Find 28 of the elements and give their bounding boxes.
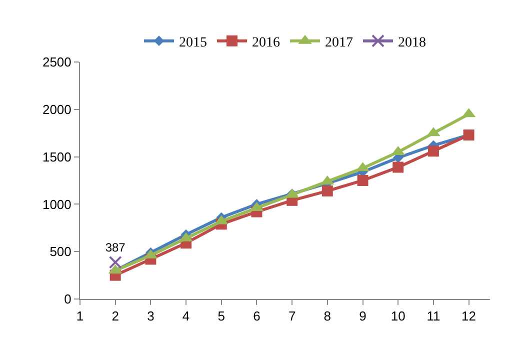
y-tick-label: 500 xyxy=(50,244,72,260)
y-tick-label: 0 xyxy=(64,292,72,307)
x-tick-label: 7 xyxy=(288,308,296,324)
x-tick-label: 4 xyxy=(182,308,190,324)
data-label: 387 xyxy=(105,240,126,254)
y-tick-label: 1000 xyxy=(42,196,72,212)
legend-label: 2016 xyxy=(252,35,280,50)
x-tick-label: 8 xyxy=(324,308,332,324)
legend-label: 2015 xyxy=(179,35,207,50)
x-tick-label: 1 xyxy=(76,308,84,324)
x-tick-label: 6 xyxy=(253,308,260,324)
y-tick-label: 2000 xyxy=(42,102,72,117)
x-tick-label: 9 xyxy=(359,308,366,324)
x-tick-label: 3 xyxy=(147,308,154,324)
x-tick-label: 10 xyxy=(390,308,406,324)
point xyxy=(322,185,333,196)
x-tick-label: 12 xyxy=(462,308,476,324)
point xyxy=(357,175,368,186)
y-tick-label: 1500 xyxy=(42,149,72,164)
x-tick-label: 11 xyxy=(426,308,440,324)
x-tick-label: 2 xyxy=(112,308,119,324)
legend-label: 2018 xyxy=(398,35,426,50)
point xyxy=(392,162,404,173)
x-tick-label: 5 xyxy=(218,308,225,324)
point xyxy=(428,146,439,157)
y-tick-label: 2500 xyxy=(42,54,72,70)
point xyxy=(108,256,122,269)
legend-label: 2017 xyxy=(325,35,353,50)
